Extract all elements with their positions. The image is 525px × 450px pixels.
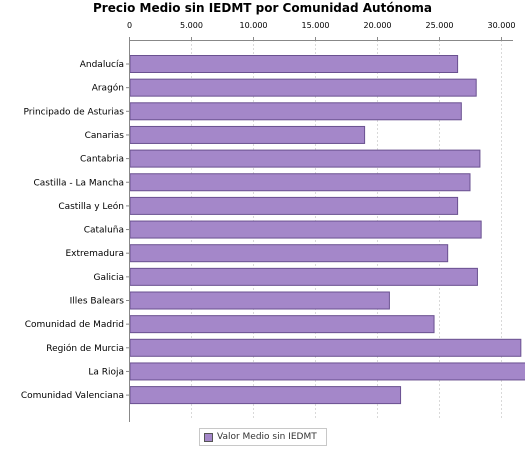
bar <box>129 125 366 144</box>
category-label: Illes Balears <box>70 297 125 307</box>
bar <box>129 173 471 192</box>
bars <box>129 55 525 405</box>
x-tick-label: 30.000 <box>488 21 516 30</box>
x-tick-label: 15.000 <box>302 21 330 30</box>
chart-title: Precio Medio sin IEDMT por Comunidad Aut… <box>93 1 432 15</box>
bar <box>129 149 481 168</box>
category-label: Principado de Asturias <box>23 107 124 117</box>
x-tick-labels: 0 5.000 10.000 15.000 20.000 25.000 30.000 <box>127 21 516 30</box>
bar <box>129 55 459 73</box>
bar <box>129 338 522 357</box>
bar <box>129 315 435 334</box>
category-label: Canarias <box>85 131 125 141</box>
legend-swatch <box>204 432 213 442</box>
category-label: Galicia <box>94 273 124 283</box>
x-tick-label: 20.000 <box>364 21 392 30</box>
category-label: Cantabria <box>80 155 124 165</box>
category-label: Comunidad de Madrid <box>25 320 124 330</box>
x-tick-label: 25.000 <box>426 21 454 30</box>
legend-label: Valor Medio sin IEDMT <box>217 432 317 442</box>
category-label: Castilla y León <box>58 201 124 212</box>
bar <box>129 220 482 239</box>
legend: Valor Medio sin IEDMT <box>199 428 327 446</box>
category-label: Comunidad Valenciana <box>21 391 124 401</box>
bar <box>129 386 402 405</box>
category-label: Extremadura <box>66 249 125 259</box>
x-tick-label: 10.000 <box>240 21 268 30</box>
category-label: Cataluña <box>84 226 124 236</box>
bar <box>129 78 477 97</box>
bar <box>129 102 462 121</box>
category-label: Andalucía <box>80 60 124 70</box>
bar <box>129 291 390 310</box>
x-tick-label: 5.000 <box>180 21 203 30</box>
x-tick-label: 0 <box>127 21 132 30</box>
bar <box>129 267 478 286</box>
category-labels: Andalucía Aragón Principado de Asturias Can… <box>21 60 124 401</box>
bar <box>129 196 459 215</box>
category-label: La Rioja <box>88 367 124 377</box>
category-label: Castilla - La Mancha <box>33 178 124 188</box>
category-label: Región de Murcia <box>46 343 124 354</box>
category-label: Aragón <box>92 83 124 94</box>
axes <box>126 37 513 422</box>
bar <box>129 244 449 263</box>
bar <box>129 362 525 381</box>
